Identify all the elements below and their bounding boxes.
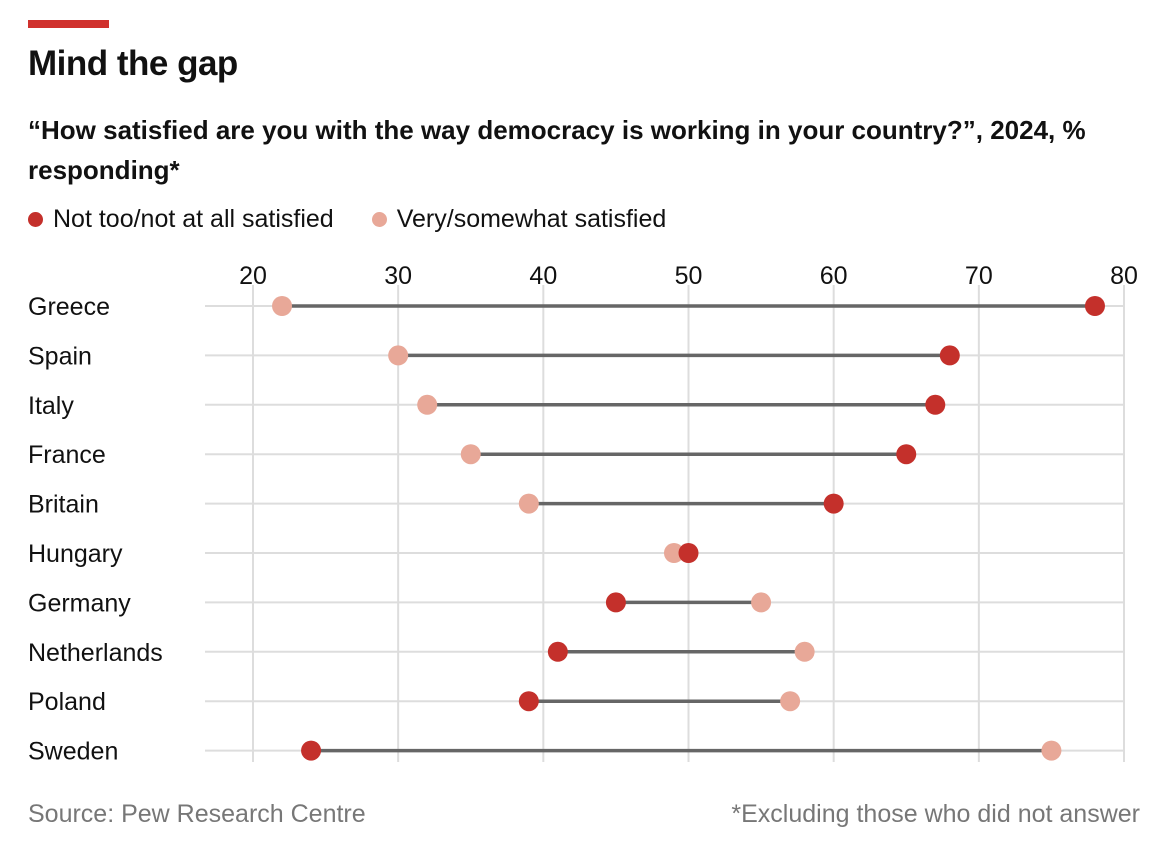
- category-label: Spain: [28, 342, 92, 370]
- legend-item-satisfied: Very/somewhat satisfied: [371, 205, 667, 234]
- point-not-satisfied: [1084, 296, 1105, 316]
- point-not-satisfied: [518, 691, 539, 712]
- point-satisfied: [1041, 740, 1062, 761]
- x-tick-label: 40: [529, 262, 557, 290]
- category-label: Netherlands: [28, 639, 163, 667]
- point-satisfied: [460, 444, 481, 465]
- legend-item-not-satisfied: Not too/not at all satisfied: [28, 205, 334, 234]
- point-satisfied: [780, 691, 801, 712]
- category-label: Italy: [28, 392, 74, 420]
- point-not-satisfied: [678, 543, 699, 563]
- point-satisfied: [388, 345, 409, 366]
- x-tick-label: 20: [239, 262, 267, 290]
- footnote: *Excluding those who did not answer: [731, 800, 1140, 828]
- x-tick-label: 50: [675, 262, 703, 290]
- category-label: Hungary: [28, 540, 123, 568]
- chart-title: Mind the gap: [28, 44, 238, 83]
- legend-dot-not-satisfied: [28, 212, 43, 227]
- category-label: France: [28, 441, 106, 469]
- category-label: Germany: [28, 589, 131, 617]
- point-not-satisfied: [925, 394, 946, 415]
- point-satisfied: [794, 641, 815, 662]
- source-note: Source: Pew Research Centre: [28, 800, 366, 828]
- point-not-satisfied: [605, 592, 626, 613]
- legend: Not too/not at all satisfied Very/somewh…: [28, 205, 704, 234]
- x-tick-label: 70: [965, 262, 993, 290]
- point-satisfied: [663, 543, 684, 563]
- accent-bar: [28, 20, 109, 28]
- point-satisfied: [272, 296, 293, 316]
- point-satisfied: [751, 592, 772, 613]
- x-tick-label: 30: [384, 262, 412, 290]
- x-tick-label: 80: [1110, 262, 1138, 290]
- point-not-satisfied: [547, 641, 568, 662]
- category-label: Sweden: [28, 738, 118, 766]
- point-not-satisfied: [939, 345, 960, 366]
- x-tick-label: 60: [820, 262, 848, 290]
- category-label: Britain: [28, 491, 99, 519]
- point-satisfied: [417, 394, 438, 415]
- point-not-satisfied: [823, 493, 844, 514]
- category-label: Poland: [28, 688, 106, 716]
- point-satisfied: [518, 493, 539, 514]
- legend-label: Very/somewhat satisfied: [396, 205, 667, 233]
- legend-label: Not too/not at all satisfied: [53, 205, 334, 233]
- point-not-satisfied: [301, 740, 322, 761]
- legend-dot-satisfied: [371, 212, 387, 227]
- chart-subtitle: “How satisfied are you with the way demo…: [28, 115, 1086, 185]
- category-label: Greece: [28, 293, 110, 321]
- point-not-satisfied: [896, 444, 917, 465]
